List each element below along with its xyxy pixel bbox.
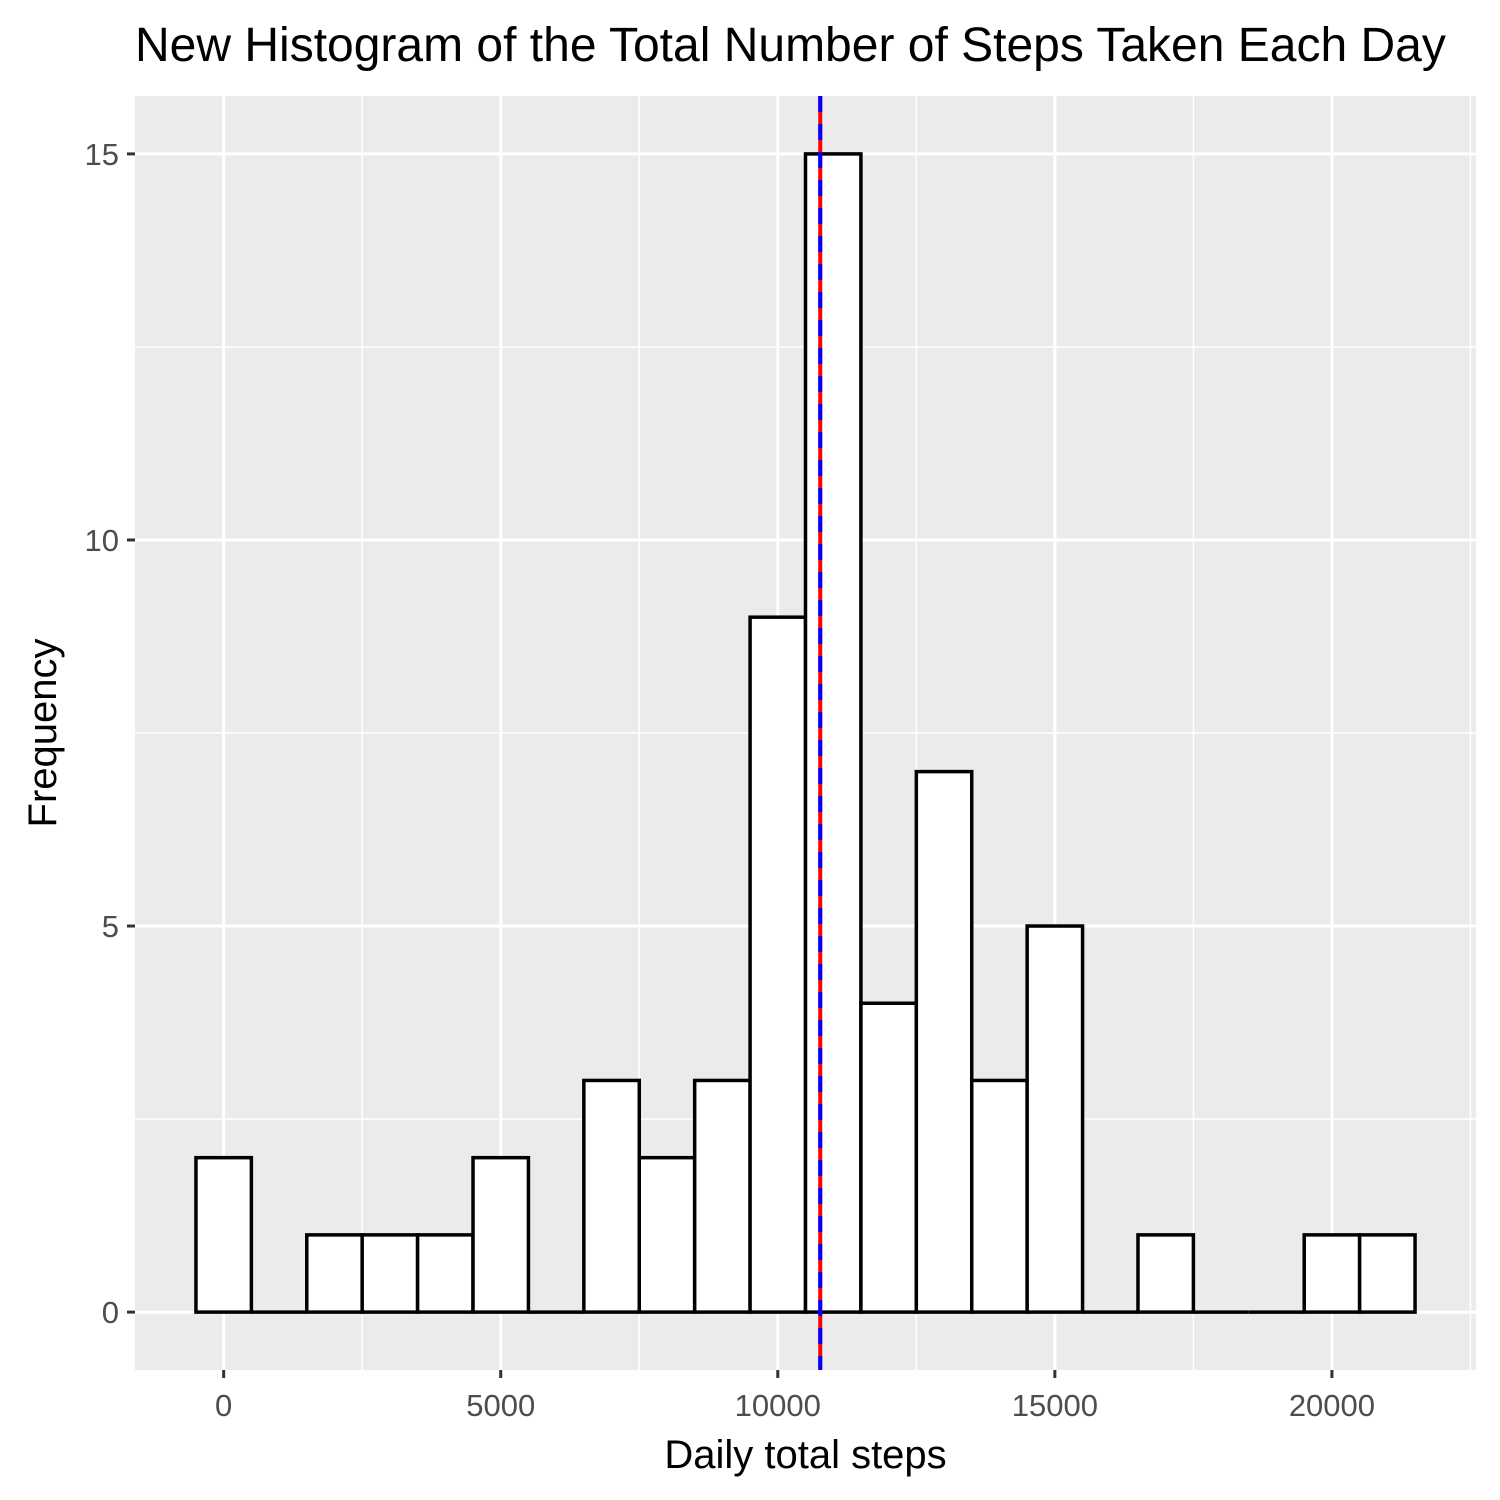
histogram-bar	[914, 769, 974, 1314]
y-axis-title: Frequency	[21, 639, 65, 828]
x-tick-label: 5000	[466, 1388, 535, 1423]
x-tick-label: 10000	[735, 1388, 821, 1423]
y-tick-label: 15	[85, 137, 119, 172]
x-tick-label: 15000	[1012, 1388, 1098, 1423]
x-tick-label: 20000	[1289, 1388, 1375, 1423]
histogram-bar	[305, 1233, 364, 1314]
chart-title: New Histogram of the Total Number of Ste…	[135, 19, 1446, 72]
axes: 0 5000 10000 15000 20000 0 5 10 15	[85, 137, 1376, 1423]
x-axis-title: Daily total steps	[664, 1433, 946, 1477]
histogram-bar	[360, 1233, 420, 1314]
histogram-bar	[969, 1078, 1029, 1314]
y-tick-label: 10	[85, 523, 119, 558]
x-tick-label: 0	[215, 1388, 232, 1423]
histogram-bars	[194, 152, 1417, 1314]
histogram-bar	[692, 1078, 752, 1314]
histogram-bar	[1357, 1233, 1417, 1314]
histogram-bar	[859, 1001, 919, 1314]
histogram-bar	[1302, 1233, 1362, 1314]
histogram-bar	[582, 1078, 642, 1314]
histogram-bar	[471, 1155, 531, 1314]
histogram-bar	[1025, 924, 1085, 1314]
histogram-bar	[748, 615, 808, 1314]
histogram-bar	[194, 1155, 254, 1314]
histogram-bar	[415, 1233, 475, 1314]
y-tick-label: 5	[102, 909, 119, 944]
histogram-bar	[1136, 1233, 1196, 1314]
histogram-bar	[637, 1155, 697, 1314]
y-tick-label: 0	[102, 1295, 119, 1330]
histogram-bar	[803, 152, 863, 1314]
